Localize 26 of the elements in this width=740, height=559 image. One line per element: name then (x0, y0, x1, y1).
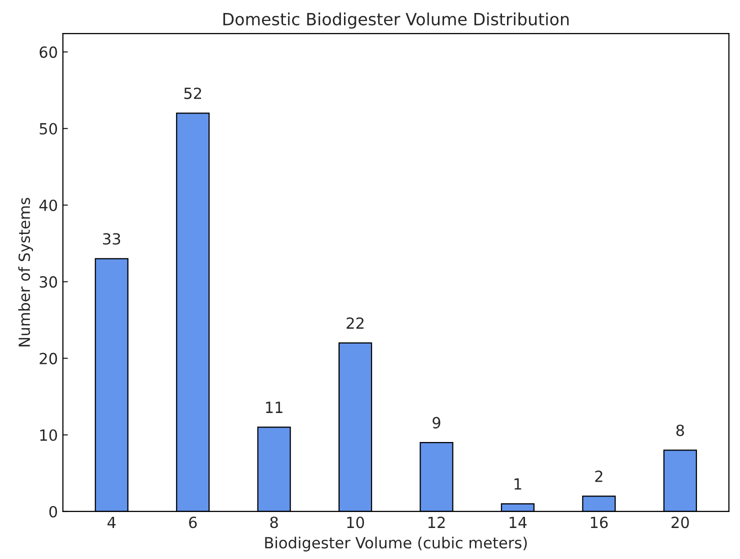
x-tick-label: 14 (510, 516, 527, 528)
y-tick-label: 60 (40, 46, 58, 58)
x-tick-label: 8 (270, 516, 278, 528)
y-tick-label: 30 (40, 276, 58, 288)
data-label: 22 (346, 317, 364, 329)
x-tick-label: 12 (428, 516, 445, 528)
y-tick-label: 50 (40, 122, 58, 135)
data-label: 2 (595, 470, 602, 482)
y-tick-label: 20 (40, 352, 58, 364)
data-label: 1 (514, 478, 522, 490)
x-tick-label: 20 (672, 516, 689, 528)
data-label: 52 (184, 88, 202, 100)
chart-title: Domestic Biodigester Volume Distribution (223, 12, 569, 29)
y-axis-title: Number of Systems (18, 198, 34, 346)
x-axis-title: Biodigester Volume (cubic meters) (265, 536, 527, 552)
y-tick-label: 10 (40, 429, 58, 441)
data-label: 9 (432, 416, 440, 428)
data-label: 33 (103, 233, 120, 245)
data-label: 11 (266, 402, 282, 413)
x-tick-label: 16 (590, 516, 608, 528)
x-tick-label: 4 (108, 516, 116, 528)
y-tick-label: 40 (39, 200, 58, 212)
data-label: 8 (676, 424, 684, 436)
x-tick-label: 6 (189, 516, 197, 528)
y-tick-label: 0 (49, 506, 58, 518)
x-tick-label: 10 (347, 516, 364, 528)
